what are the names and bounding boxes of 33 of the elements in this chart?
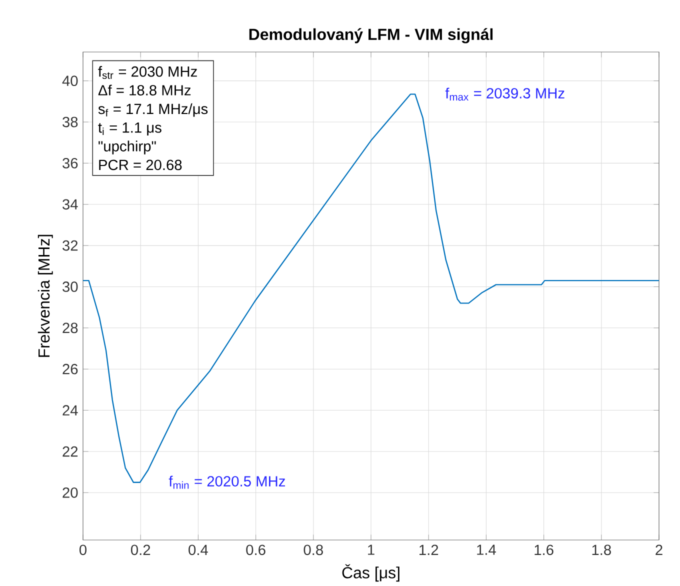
- annotation: Δf = 18.8 MHz: [98, 84, 191, 96]
- y-tick-label: 34: [62, 199, 78, 210]
- x-tick-label: 1: [368, 544, 374, 555]
- y-tick-label: 28: [62, 322, 78, 334]
- annotation: f$_{str}$ = 2030 MHz: [98, 66, 197, 79]
- y-tick-label: 22: [62, 446, 78, 457]
- annotation: "upchirp": [98, 140, 156, 154]
- y-tick-label: 32: [62, 240, 78, 251]
- y-tick-label: 20: [62, 487, 78, 498]
- chart-title: Demodulovaný LFM - VIM signál: [249, 28, 493, 44]
- x-axis-title: Čas [μs]: [342, 564, 400, 582]
- x-tick-label: 1.6: [534, 544, 554, 556]
- y-tick-label: 30: [62, 282, 78, 292]
- x-tick-label: 0.2: [130, 544, 150, 556]
- x-tick-label: 0.6: [246, 544, 266, 556]
- annotation: PCR = 20.68: [99, 160, 182, 170]
- annotation: f$_{min}$ = 2020.5 MHz: [168, 476, 285, 489]
- annotation: f$_{max}$ = 2039.3 MHz: [445, 88, 564, 101]
- x-tick-label: 1.2: [420, 544, 438, 555]
- x-tick-label: 0.8: [304, 544, 323, 556]
- y-tick-label: 38: [62, 116, 78, 128]
- x-tick-label: 0.4: [188, 544, 208, 556]
- annotation: t$_{i}$ = 1.1 μs: [98, 122, 162, 136]
- y-tick-label: 26: [62, 364, 78, 374]
- x-tick-label: 2: [656, 544, 662, 555]
- y-axis-title: Frekvencia [MHz]: [38, 234, 53, 357]
- x-tick-label: 1.4: [477, 544, 496, 555]
- y-tick-label: 36: [62, 158, 78, 168]
- x-tick-label: 1.8: [592, 544, 611, 556]
- annotation: s$_{f}$ = 17.1 MHz/μs: [98, 103, 208, 117]
- y-tick-label: 40: [62, 76, 78, 86]
- x-tick-label: 0: [79, 544, 86, 556]
- y-tick-label: 24: [62, 405, 78, 416]
